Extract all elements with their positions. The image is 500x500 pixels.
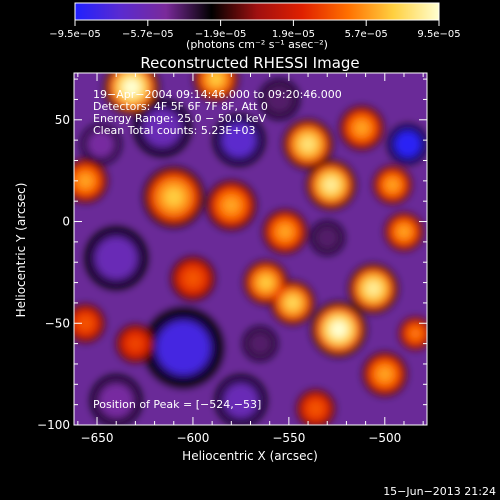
x-axis: −650 −600 −550 −500 — [77, 73, 424, 445]
y-tick-label: 50 — [55, 113, 70, 127]
y-tick-label: −100 — [37, 418, 70, 432]
colorbar-tick-label: 5.7e−05 — [345, 29, 388, 40]
colorbar-units-label: (photons cm⁻² s⁻¹ asec⁻²) — [186, 38, 328, 51]
footer-date: 15−Jun−2013 21:24 — [383, 485, 496, 498]
colorbar-tick-label: −1.9e−05 — [195, 29, 247, 40]
colorbar-tick-label: −5.7e−05 — [122, 29, 174, 40]
cold-spot — [265, 86, 293, 113]
hot-spot-core — [410, 328, 421, 339]
colorbar — [74, 2, 440, 21]
cold-spot — [95, 237, 138, 280]
cold-spot — [221, 122, 257, 158]
hot-spot-core — [78, 173, 93, 188]
cold-spot — [248, 332, 272, 356]
x-tick-label: −550 — [272, 431, 305, 445]
heatmap-image — [74, 73, 427, 425]
peak-position-label: Position of Peak = [−524,−53] — [93, 398, 261, 411]
hot-spot-core — [309, 402, 322, 415]
y-axis: −100 −50 0 50 — [37, 78, 427, 432]
x-tick-label: −500 — [368, 431, 401, 445]
colorbar-tick-label: 9.5e−05 — [417, 29, 460, 40]
y-axis-label: Heliocentric Y (arcsec) — [14, 183, 28, 318]
cold-spot — [156, 320, 211, 375]
colorbar-tick-label: −9.5e−05 — [49, 29, 101, 40]
annotation-line: Detectors: 4F 5F 6F 7F 8F, Att 0 — [93, 100, 268, 113]
hot-spot-core — [397, 225, 411, 238]
x-axis-label: Heliocentric X (arcsec) — [182, 449, 318, 463]
hot-spot-core — [354, 121, 369, 135]
hot-spot-core — [377, 367, 392, 382]
hot-spot-core — [79, 317, 92, 330]
cold-spot — [87, 130, 115, 158]
colorbar-tick-label: 1.9e−05 — [272, 29, 315, 40]
y-tick-label: −50 — [45, 316, 70, 330]
cold-spot — [143, 108, 182, 148]
annotation-line: 19−Apr−2004 09:14:46.000 to 09:20:46.000 — [93, 88, 342, 101]
x-tick-label: −600 — [176, 431, 209, 445]
hot-spot-core — [285, 296, 300, 310]
hot-spot-core — [129, 337, 142, 350]
hot-spot-core — [300, 136, 316, 152]
hot-spot-core — [330, 320, 348, 339]
annotation-line: Clean Total counts: 5.23E+03 — [93, 124, 256, 137]
chart-title: Reconstructed RHESSI Image — [140, 54, 359, 72]
hot-spot-core — [365, 280, 382, 297]
annotation-block: 19−Apr−2004 09:14:46.000 to 09:20:46.000… — [93, 88, 342, 137]
hot-spot-core — [258, 275, 273, 290]
cold-spot — [98, 383, 134, 418]
colorbar-ticks: −9.5e−05 −5.7e−05 −1.9e−05 1.9e−05 5.7e−05 9.… — [49, 20, 461, 40]
hot-spot-core — [209, 73, 223, 87]
hot-spot-core — [122, 78, 141, 96]
annotation-line: Energy Range: 25.0 − 50.0 keV — [93, 112, 267, 125]
hot-spot-core — [164, 187, 184, 207]
hot-spot-core — [223, 197, 240, 214]
cold-spot — [315, 226, 339, 250]
cold-spot — [223, 383, 259, 418]
hot-spot-core — [278, 224, 292, 239]
hot-spot-core — [323, 177, 339, 193]
x-tick-label: −650 — [81, 431, 114, 445]
y-tick-label: 0 — [62, 215, 70, 229]
cold-spot — [394, 130, 422, 158]
hot-spot-core — [186, 271, 200, 286]
hot-spot-core — [386, 178, 399, 191]
